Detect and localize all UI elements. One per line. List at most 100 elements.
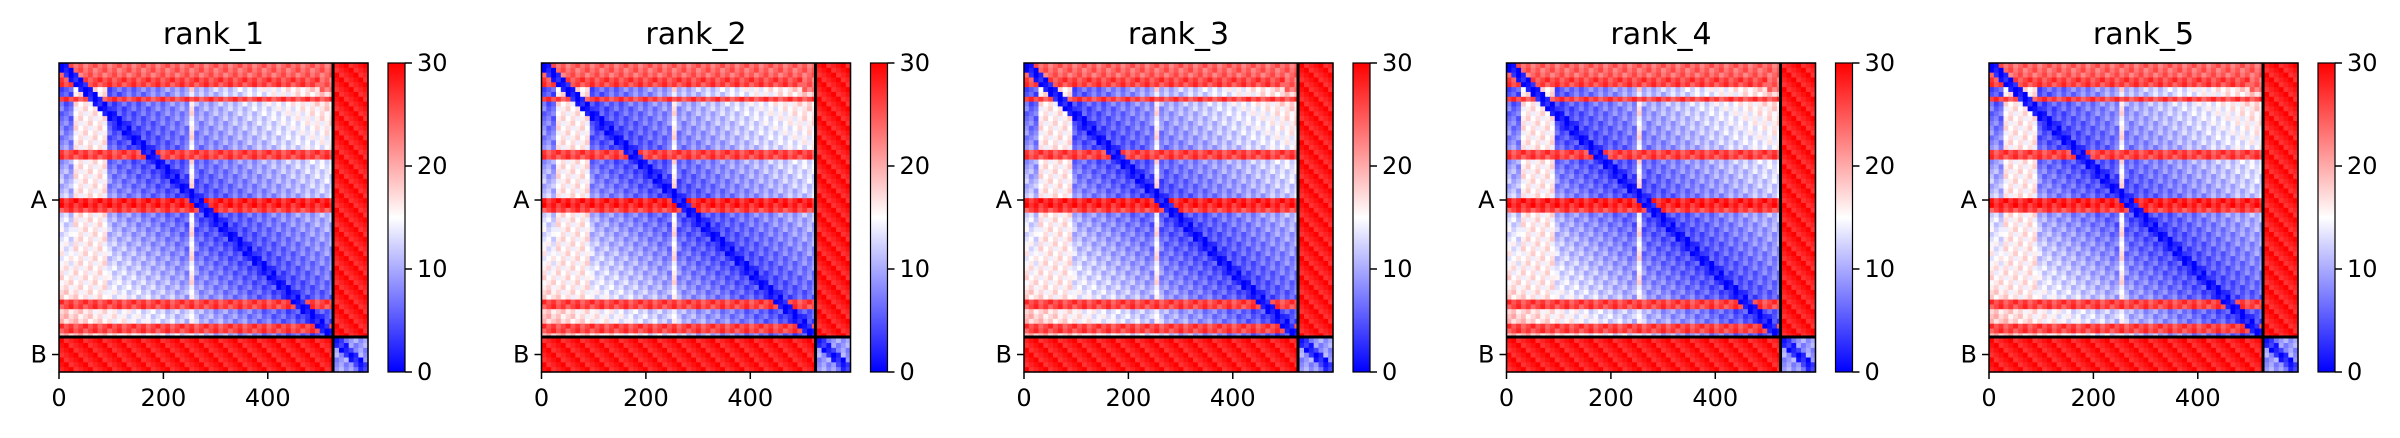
heatmap-cell [155, 309, 161, 315]
heatmap-cell [102, 367, 108, 373]
heatmap-cell [324, 299, 330, 306]
heatmap-cell [92, 164, 99, 170]
heatmap-cell [155, 140, 161, 146]
heatmap-cell [696, 125, 702, 132]
heatmap-cell [102, 188, 108, 194]
heatmap-cell [792, 67, 798, 74]
heatmap-cell [237, 120, 244, 127]
heatmap-cell [266, 149, 273, 156]
heatmap-cell [363, 352, 369, 359]
heatmap-cell [657, 106, 663, 112]
heatmap-cell [266, 87, 273, 93]
heatmap-cell [160, 217, 166, 223]
heatmap-cell [179, 188, 186, 194]
heatmap-cell [339, 289, 345, 296]
heatmap-cell [271, 275, 277, 281]
heatmap-cell [165, 357, 171, 363]
heatmap-cell [150, 260, 157, 267]
heatmap-cell [319, 256, 326, 262]
heatmap-cell [102, 231, 108, 238]
heatmap-cell [121, 338, 128, 344]
heatmap-cell [131, 140, 137, 146]
heatmap-cell [213, 198, 219, 204]
heatmap-cell [102, 289, 108, 296]
heatmap-cell [358, 67, 364, 74]
heatmap-cell [208, 145, 215, 151]
heatmap-cell [358, 260, 364, 267]
heatmap-cell [218, 87, 224, 93]
heatmap-cell [334, 106, 340, 112]
heatmap-cell [203, 116, 210, 122]
heatmap-cell [594, 125, 601, 132]
heatmap-cell [310, 260, 316, 267]
heatmap-cell [358, 314, 364, 320]
heatmap-cell [68, 347, 75, 354]
heatmap-cell [97, 77, 104, 83]
heatmap-cell [266, 106, 273, 112]
heatmap-cell [363, 275, 369, 281]
heatmap-cell [165, 116, 171, 122]
heatmap-cell [720, 77, 726, 83]
heatmap-cell [290, 367, 297, 373]
heatmap-cell [319, 212, 326, 219]
heatmap-cell [87, 106, 94, 112]
heatmap-cell [261, 101, 268, 108]
heatmap-cell [281, 183, 287, 190]
heatmap-cell [358, 285, 364, 291]
heatmap-cell [145, 323, 152, 330]
heatmap-cell [121, 188, 128, 194]
heatmap-cell [160, 347, 166, 354]
heatmap-cell [165, 328, 171, 334]
heatmap-cell [131, 231, 137, 238]
heatmap-cell [324, 347, 330, 354]
heatmap-cell [295, 135, 302, 141]
heatmap-cell [720, 111, 726, 117]
heatmap-cell [792, 91, 798, 98]
heatmap-cell [179, 159, 186, 165]
heatmap-cell [353, 154, 359, 161]
heatmap-cell [252, 256, 258, 262]
heatmap-cell [324, 154, 330, 161]
heatmap-cell [763, 106, 770, 112]
heatmap-cell [667, 91, 673, 98]
heatmap-cell [271, 256, 277, 262]
heatmap-cell [242, 77, 248, 83]
heatmap-cell [184, 289, 190, 296]
heatmap-cell [208, 77, 215, 83]
heatmap-cell [353, 188, 359, 194]
heatmap-cell [136, 275, 142, 281]
heatmap-cell [184, 169, 190, 175]
heatmap-cell [213, 352, 219, 359]
heatmap-cell [73, 111, 79, 117]
heatmap-cell [237, 231, 244, 238]
heatmap-cell [92, 183, 99, 190]
heatmap-cell [227, 125, 234, 132]
heatmap-cell [141, 227, 147, 233]
heatmap-cell [218, 125, 224, 132]
heatmap-cell [285, 91, 292, 98]
heatmap-cell [676, 67, 683, 74]
heatmap-cell [575, 101, 581, 108]
heatmap-cell [271, 96, 277, 103]
heatmap-cell [83, 207, 89, 214]
heatmap-cell [826, 91, 832, 98]
heatmap-cell [107, 101, 113, 108]
heatmap-cell [845, 72, 852, 79]
heatmap-cell [170, 96, 176, 103]
heatmap-cell [184, 309, 190, 315]
heatmap-cell [276, 304, 282, 310]
heatmap-cell [247, 299, 253, 306]
heatmap-cell [551, 67, 557, 74]
heatmap-cell [87, 343, 94, 349]
heatmap-cell [150, 87, 157, 93]
heatmap-cell [112, 352, 118, 359]
heatmap-cell [324, 72, 330, 79]
heatmap-cell [334, 241, 340, 248]
heatmap-cell [358, 294, 364, 301]
heatmap-cell [150, 120, 157, 127]
heatmap-cell [73, 178, 79, 185]
heatmap-cell [821, 116, 827, 122]
heatmap-cell [324, 125, 330, 132]
heatmap-cell [141, 154, 147, 161]
heatmap-cell [107, 323, 113, 330]
